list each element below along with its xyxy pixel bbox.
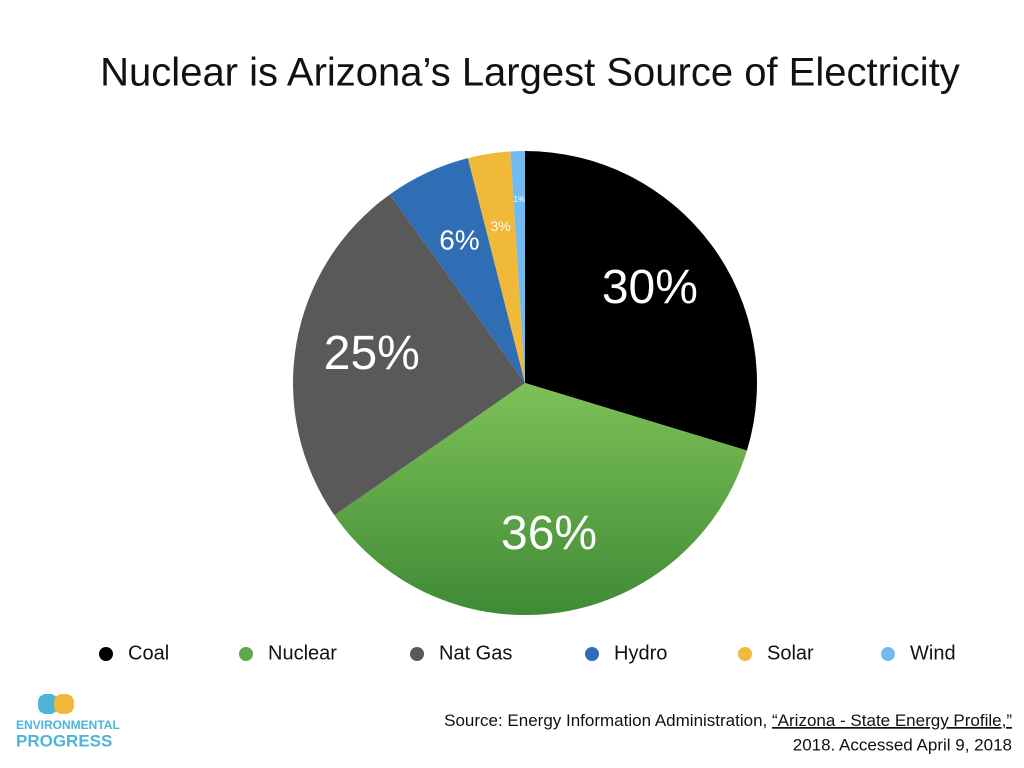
legend-label: Nat Gas: [439, 642, 512, 664]
legend-label: Solar: [767, 642, 814, 664]
source-link[interactable]: “Arizona - State Energy Profile,”: [772, 711, 1012, 730]
logo: ENVIRONMENTAL PROGRESS: [16, 694, 120, 750]
legend-swatch: [881, 647, 895, 661]
value-label: 25%: [324, 327, 420, 380]
logo-text: ENVIRONMENTAL: [16, 718, 120, 732]
logo-icon: [38, 694, 58, 714]
legend-swatch: [239, 647, 253, 661]
legend-label: Coal: [128, 642, 169, 664]
value-label: 3%: [490, 218, 510, 234]
source: 2018. Accessed April 9, 2018: [793, 735, 1012, 754]
pie-slice: [334, 383, 747, 615]
source-prefix: Source: Energy Information Administratio…: [444, 711, 767, 730]
legend-label: Nuclear: [268, 642, 337, 664]
legend-label: Hydro: [614, 642, 667, 664]
value-label: 30%: [602, 261, 698, 314]
value-label: 1%: [514, 195, 526, 204]
pie-slice: [293, 194, 525, 516]
value-label: 6%: [439, 224, 479, 255]
source: Source: Energy Information Administratio…: [444, 711, 1012, 730]
chart-title: Nuclear is Arizona’s Largest Source of E…: [100, 51, 960, 95]
legend-swatch: [99, 647, 113, 661]
legend-swatch: [738, 647, 752, 661]
legend-label: Wind: [910, 642, 956, 664]
value-label: 36%: [501, 507, 597, 560]
pie-slice: [525, 151, 757, 451]
pie-slice: [389, 158, 525, 383]
logo-icon: [54, 694, 74, 714]
pie-slice: [510, 151, 525, 383]
legend-swatch: [585, 647, 599, 661]
legend-swatch: [410, 647, 424, 661]
pie-slice: [467, 151, 525, 383]
logo-text: PROGRESS: [16, 731, 112, 750]
